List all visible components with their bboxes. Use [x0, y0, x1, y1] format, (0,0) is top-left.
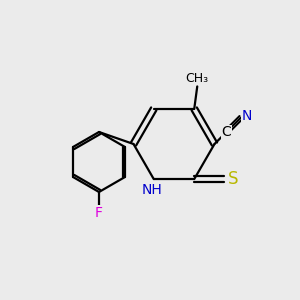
Text: S: S [227, 170, 238, 188]
Text: N: N [241, 109, 252, 123]
Text: C: C [221, 125, 231, 139]
Text: NH: NH [142, 184, 163, 197]
Text: F: F [95, 206, 103, 220]
Text: CH₃: CH₃ [186, 72, 209, 85]
